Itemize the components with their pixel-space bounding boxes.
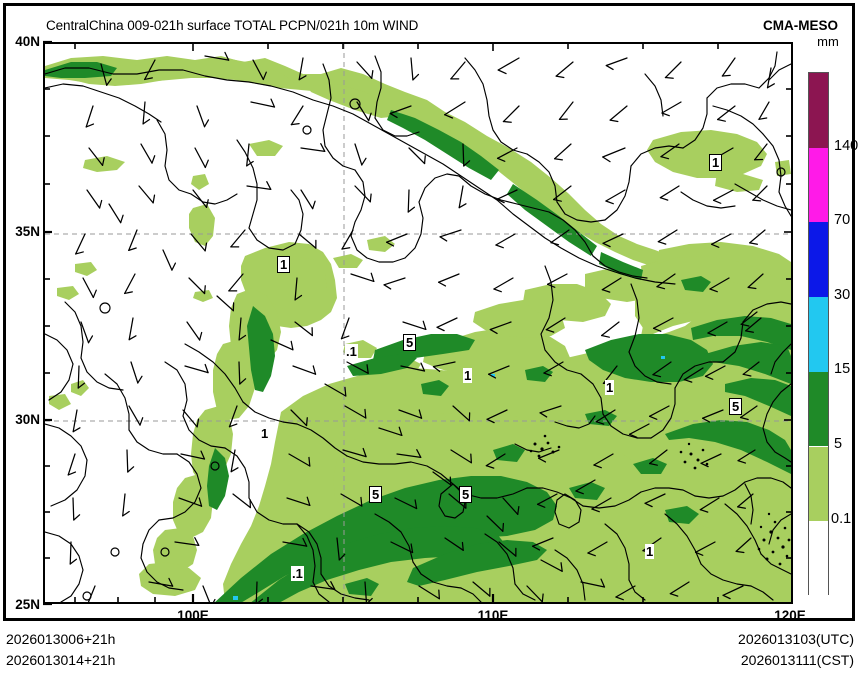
contour-label-1-hengduan: 1 [260, 426, 270, 441]
footer-init-time-cst: 2026013014+21h [6, 652, 116, 668]
contour-label-5-hunan: 5 [369, 486, 383, 503]
colorbar-tick-0p1: 0.1 [831, 511, 852, 527]
colorbar-band-below-0p1 [809, 521, 828, 596]
map-boundaries [45, 51, 791, 602]
map-island-stipple [757, 512, 791, 566]
contour-label-5-anhui: 5 [729, 398, 743, 415]
wind-barbs [67, 51, 775, 602]
colorbar-band-30-70 [809, 222, 828, 298]
contour-label-1-yunnan: .1 [291, 566, 304, 581]
colorbar-band-above-140 [809, 73, 828, 148]
map-gridlines [45, 44, 791, 602]
y-tick-30n: 30N [15, 412, 40, 427]
colorbar-tick-140: 140 [834, 138, 859, 154]
footer-valid-time-cst: 2026013111(CST) [740, 652, 854, 668]
map-svg [45, 44, 791, 602]
colorbar-tick-30: 30 [834, 287, 851, 303]
contour-label-1-hubei: 1 [605, 380, 615, 395]
y-tick-40n: 40N [15, 34, 40, 49]
contour-label-1-henan: 1 [463, 368, 473, 383]
colorbar-unit-label: mm [817, 34, 839, 49]
chart-outer-frame [3, 3, 855, 621]
calm-wind-markers [82, 125, 786, 601]
contour-label-5-guizhou: 5 [459, 486, 473, 503]
page-title: CentralChina 009-021h surface TOTAL PCPN… [46, 18, 419, 33]
contour-label-1-ne: 1 [709, 154, 723, 171]
precip-band-dark [45, 62, 791, 602]
contour-label-p1-sichuan: .1 [345, 344, 358, 359]
colorbar-band-70-140 [809, 147, 828, 223]
colorbar-band-0p1-5 [809, 446, 828, 522]
colorbar-tick-5: 5 [834, 436, 843, 452]
footer-valid-time-utc: 2026013103(UTC) [738, 631, 854, 647]
x-tick-110e: 110E [477, 608, 509, 623]
footer-init-time-utc: 2026013006+21h [6, 631, 116, 647]
map-lake-cluster [529, 434, 709, 470]
y-tick-35n: 35N [15, 224, 40, 239]
model-name-label: CMA-MESO [763, 18, 838, 33]
colorbar-tick-15: 15 [834, 361, 851, 377]
x-tick-100e: 100E [177, 608, 209, 623]
contour-label-5-chongqing: 5 [403, 334, 417, 351]
x-tick-120e: 120E [774, 608, 806, 623]
map-plot-area[interactable]: 1 1 5 .1 5 5 5 1 .1 1 1 1 [43, 42, 793, 604]
colorbar[interactable] [808, 72, 829, 596]
precip-band-cyan [233, 356, 665, 600]
colorbar-band-5-15 [809, 371, 828, 447]
contour-label-1-fujian: 1 [645, 544, 655, 559]
y-tick-25n: 25N [15, 597, 40, 612]
colorbar-band-15-30 [809, 297, 828, 372]
contour-label-1-central: 1 [277, 256, 291, 273]
colorbar-tick-70: 70 [834, 212, 851, 228]
